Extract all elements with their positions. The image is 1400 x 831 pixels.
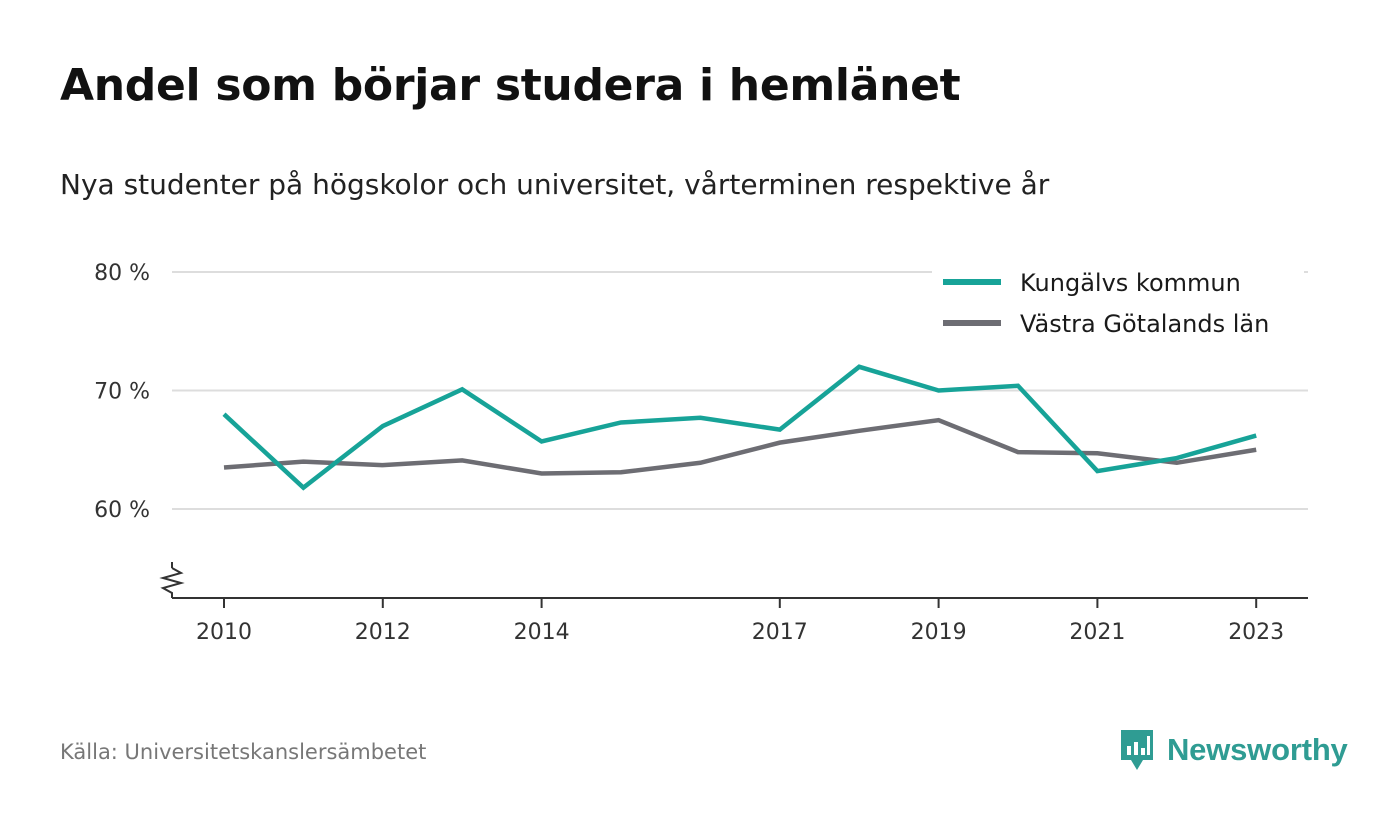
bar-chart-speech-bubble-icon [1121, 730, 1153, 770]
axes: 60 % 70 % 80 % 2010 2012 2014 2017 2019 2021 2023 [94, 261, 1308, 645]
chart-subtitle: Nya studenter på högskolor och universit… [60, 168, 1050, 201]
x-tick-label: 2014 [514, 620, 570, 645]
series-lines [222, 364, 1257, 491]
x-tick-label: 2010 [196, 620, 252, 645]
brand-name: Newsworthy [1167, 732, 1348, 767]
y-tick-label: 60 % [94, 498, 150, 523]
legend-label: Västra Götalands län [1020, 310, 1269, 338]
x-tick-label: 2023 [1228, 620, 1284, 645]
series-line [223, 417, 1257, 476]
legend-background [932, 258, 1304, 348]
y-tick-label: 70 % [94, 380, 150, 405]
line-chart: 60 % 70 % 80 % 2010 2012 2014 2017 2019 2021 2023… [94, 258, 1308, 645]
brand-logo: Newsworthy [1119, 728, 1348, 772]
x-tick-label: 2019 [911, 620, 967, 645]
chart-title: Andel som börjar studera i hemlänet [60, 60, 961, 111]
series-line [222, 364, 1257, 491]
source-note: Källa: Universitetskanslersämbetet [60, 740, 427, 764]
legend-label: Kungälvs kommun [1020, 269, 1241, 297]
legend: Kungälvs kommun Västra Götalands län [932, 258, 1304, 348]
x-tick-label: 2021 [1069, 620, 1125, 645]
axis-break-icon [159, 567, 185, 598]
y-tick-label: 80 % [94, 261, 150, 286]
x-tick-label: 2017 [752, 620, 808, 645]
x-tick-label: 2012 [355, 620, 411, 645]
